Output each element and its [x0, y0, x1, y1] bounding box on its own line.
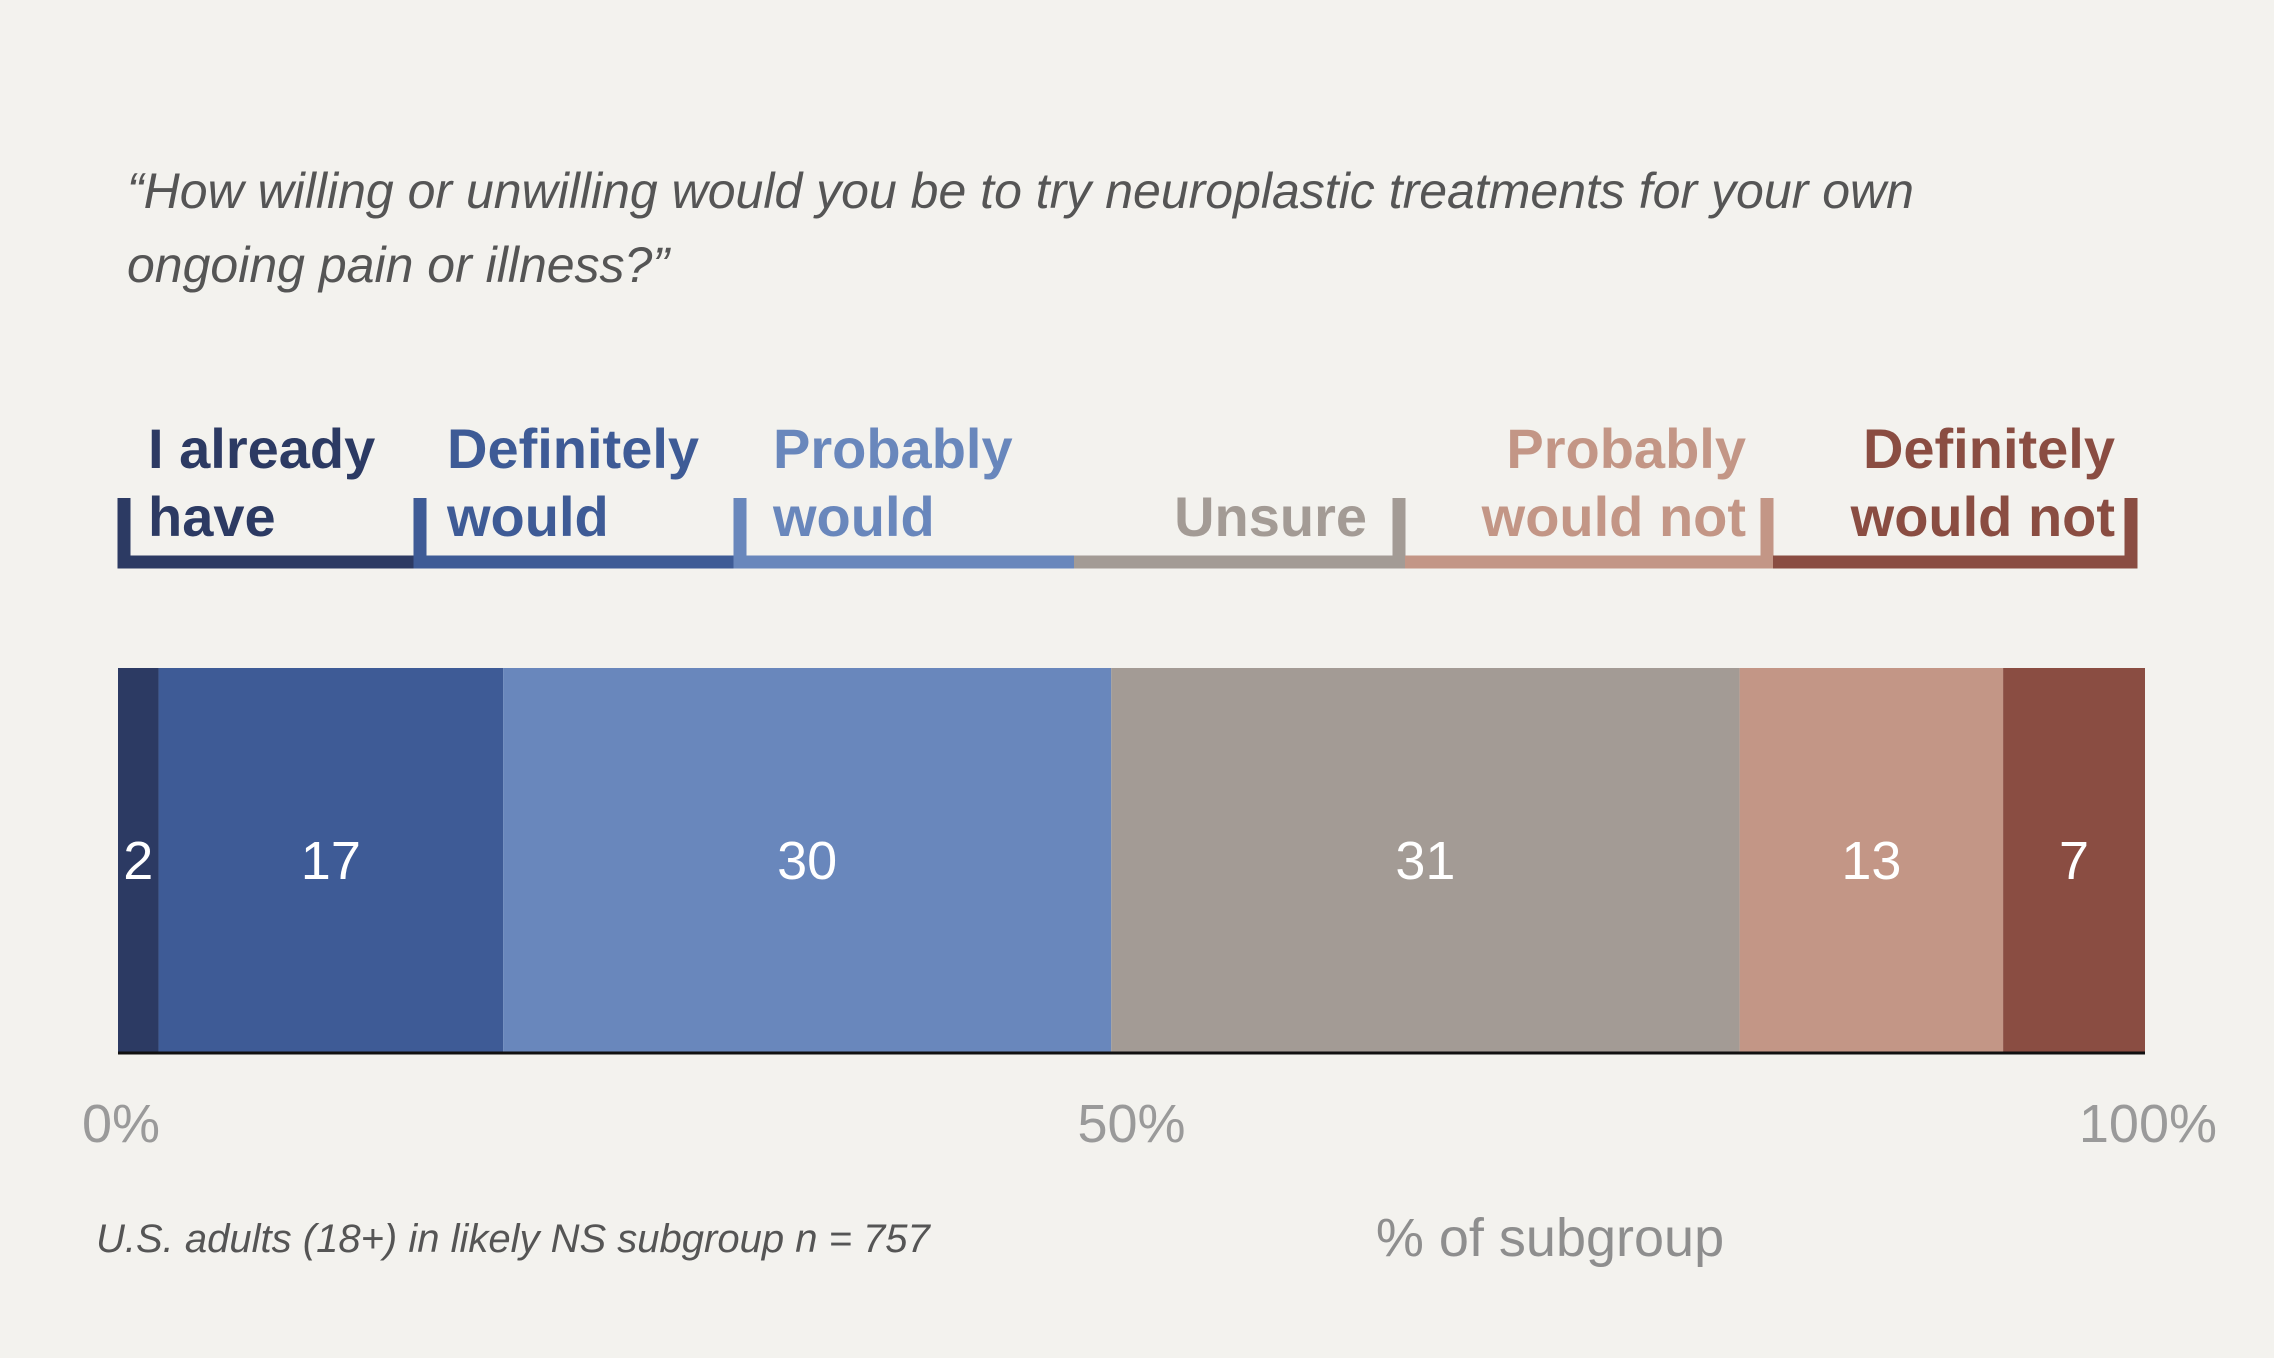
- bar-segment-3: [1111, 668, 1740, 1052]
- category-label-1-line-1: would: [446, 485, 609, 548]
- bracket-1: [413, 498, 734, 569]
- x-tick-label-0: 0%: [82, 1094, 160, 1154]
- category-brackets: [117, 498, 2138, 569]
- bracket-2: [733, 498, 1074, 569]
- category-label-5-line-1: would not: [1850, 485, 2115, 548]
- x-tick-label-1: 50%: [1077, 1094, 1185, 1154]
- bar-value-label-3: 31: [1395, 831, 1455, 891]
- bar-value-label-0: 2: [123, 831, 153, 891]
- category-label-0-line-0: I already: [148, 417, 375, 480]
- bar-segment-2: [503, 668, 1112, 1052]
- category-label-2-line-0: Probably: [773, 417, 1013, 480]
- bracket-5: [1773, 498, 2138, 569]
- category-label-4-line-1: would not: [1481, 485, 1746, 548]
- chart-title: “How willing or unwilling would you be t…: [127, 163, 1914, 293]
- bracket-4: [1405, 498, 1774, 569]
- category-label-0-line-1: have: [148, 485, 276, 548]
- bracket-0: [117, 498, 414, 569]
- category-label-4-line-0: Probably: [1506, 417, 1746, 480]
- category-label-3-line-0: Unsure: [1174, 485, 1367, 548]
- category-label-5-line-0: Definitely: [1863, 417, 2115, 480]
- chart-title-line-1: “How willing or unwilling would you be t…: [127, 163, 1914, 219]
- bar-segment-5: [2003, 668, 2145, 1052]
- stacked-bar: 2 17 30 31 13 7: [118, 668, 2145, 1052]
- chart-title-line-2: ongoing pain or illness?”: [127, 237, 671, 293]
- bracket-3: [1074, 498, 1406, 569]
- bar-value-label-2: 30: [777, 831, 837, 891]
- bar-value-label-4: 13: [1841, 831, 1901, 891]
- category-label-2-line-1: would: [772, 485, 935, 548]
- x-tick-label-2: 100%: [2079, 1094, 2217, 1154]
- category-label-1-line-0: Definitely: [447, 417, 699, 480]
- x-axis: 0% 50% 100%: [82, 1051, 2217, 1154]
- bar-segment-0: [118, 668, 159, 1052]
- bar-segment-4: [1739, 668, 2004, 1052]
- bar-segment-1: [158, 668, 504, 1052]
- category-labels: I alreadyhaveDefinitelywouldProbablywoul…: [148, 417, 2115, 548]
- x-axis-title: % of subgroup: [1376, 1208, 1724, 1268]
- bar-value-label-5: 7: [2059, 831, 2089, 891]
- bar-value-label-1: 17: [301, 831, 361, 891]
- footnote: U.S. adults (18+) in likely NS subgroup …: [96, 1217, 932, 1261]
